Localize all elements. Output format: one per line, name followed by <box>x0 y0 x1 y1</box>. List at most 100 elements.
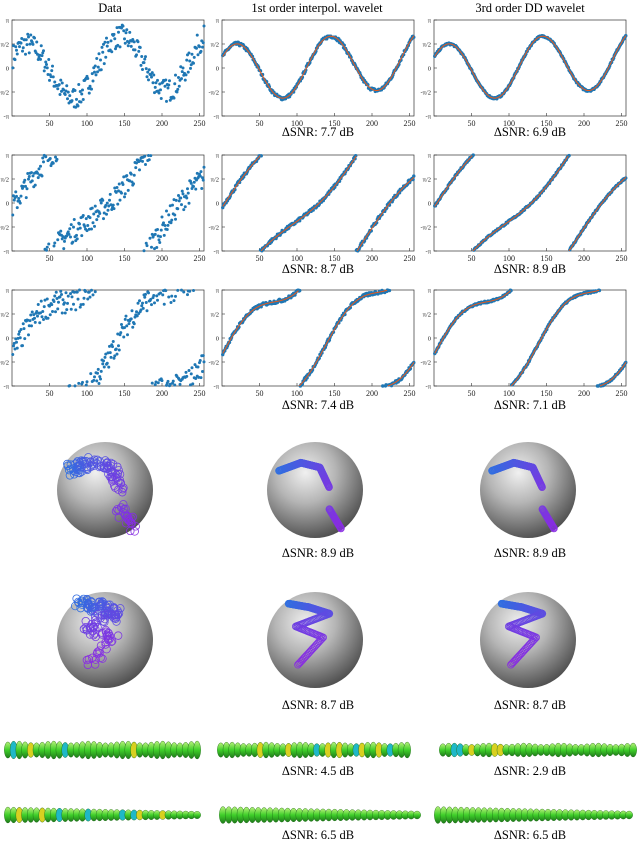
data-point <box>71 240 75 244</box>
data-point <box>171 203 174 207</box>
curve-sample <box>113 505 122 514</box>
data-point <box>159 235 162 239</box>
y-tick-label: π <box>6 153 10 160</box>
data-point <box>198 174 202 178</box>
data-point <box>102 365 106 369</box>
data-point <box>141 68 144 72</box>
curve-sample <box>98 654 107 663</box>
curve-sample <box>90 455 99 464</box>
data-point <box>15 340 18 344</box>
x-tick-label: 100 <box>81 119 93 128</box>
x-tick-label: 250 <box>194 254 206 263</box>
data-point <box>12 341 16 345</box>
curve-sample <box>337 524 345 533</box>
data-point <box>195 33 199 37</box>
y-tick-label: -π/2 <box>0 225 9 232</box>
data-point <box>138 168 141 172</box>
data-point <box>23 337 27 341</box>
data-point <box>18 45 21 49</box>
data-point <box>105 36 108 40</box>
ground-truth-line <box>222 35 415 99</box>
data-point <box>48 78 51 82</box>
x-tick-label: 150 <box>541 119 553 128</box>
data-point <box>50 303 54 307</box>
plot-frame <box>11 289 205 387</box>
data-point <box>115 185 119 189</box>
data-point <box>91 293 95 297</box>
data-point <box>173 383 177 387</box>
curve-sample <box>86 457 95 466</box>
data-point <box>92 378 96 382</box>
data-point <box>33 316 36 320</box>
data-point <box>27 51 31 55</box>
data-point <box>156 228 159 232</box>
data-point <box>78 226 82 230</box>
data-point <box>108 344 111 348</box>
curve-sample <box>114 513 123 522</box>
data-point <box>191 382 195 386</box>
y-tick-label: π/2 <box>211 312 219 319</box>
data-point <box>103 40 107 44</box>
data-point <box>12 344 15 348</box>
data-point <box>123 192 127 196</box>
data-point <box>76 227 80 231</box>
data-point <box>86 297 90 301</box>
curve-sample <box>89 623 98 632</box>
data-point <box>31 174 35 178</box>
data-point <box>12 194 15 198</box>
data-point <box>16 336 20 340</box>
data-point <box>36 314 39 318</box>
data-point <box>27 174 31 178</box>
data-point <box>81 213 85 217</box>
data-point <box>42 318 45 322</box>
data-point <box>147 78 150 82</box>
data-point <box>40 315 44 319</box>
data-point <box>108 351 112 355</box>
data-point <box>154 81 158 85</box>
data-point <box>132 322 136 326</box>
x-tick-label: 200 <box>156 254 168 263</box>
data-point <box>72 302 75 306</box>
data-point <box>52 300 56 304</box>
data-point <box>154 380 158 384</box>
curve-sample <box>104 635 113 645</box>
data-point <box>96 65 100 69</box>
x-tick-label: 100 <box>81 389 93 398</box>
estimate-point <box>259 154 263 158</box>
data-point <box>174 217 177 221</box>
data-point <box>12 44 15 48</box>
data-point <box>36 171 39 175</box>
data-point <box>201 370 204 374</box>
data-point <box>189 372 193 376</box>
plot-frame <box>433 289 627 387</box>
data-point <box>186 293 189 297</box>
data-point <box>182 208 186 212</box>
data-point <box>80 92 84 96</box>
data-point <box>174 198 178 202</box>
data-point <box>159 291 162 295</box>
data-point <box>111 345 114 349</box>
curve-sample <box>538 483 546 491</box>
data-point <box>136 40 140 44</box>
data-point <box>105 44 109 48</box>
data-point <box>159 88 162 92</box>
data-point <box>115 26 119 30</box>
data-point <box>97 52 101 56</box>
data-point <box>90 87 93 91</box>
data-point <box>21 46 25 50</box>
data-point <box>93 224 96 228</box>
data-point <box>105 201 109 205</box>
data-point <box>181 192 185 196</box>
data-point <box>53 294 57 298</box>
data-point <box>166 379 170 383</box>
data-point <box>33 183 37 187</box>
data-point <box>87 91 91 95</box>
data-point <box>111 203 115 207</box>
curve-sample <box>130 527 139 536</box>
data-point <box>27 333 30 337</box>
curve-sample <box>84 453 93 462</box>
data-point <box>138 299 141 303</box>
data-point <box>144 67 148 71</box>
data-point <box>19 41 23 45</box>
data-point <box>106 351 110 355</box>
